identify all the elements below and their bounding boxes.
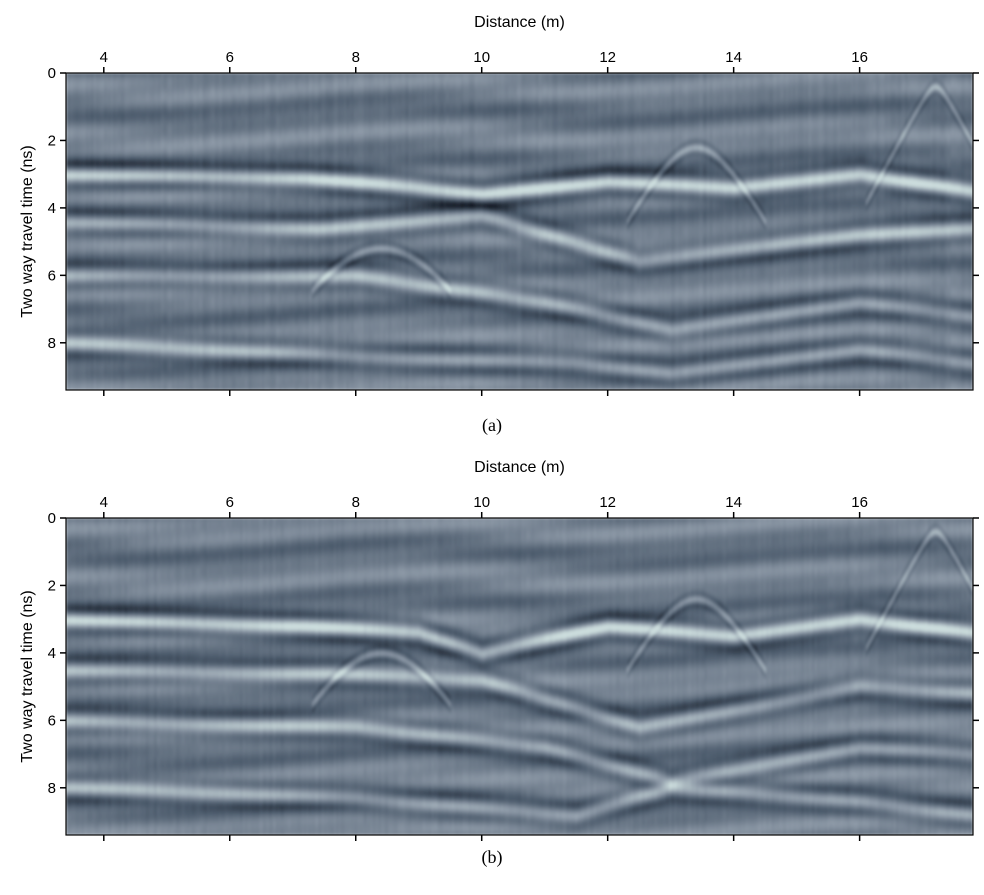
x-tick-label: 14 [725,49,742,66]
x-tick-label: 4 [100,494,108,511]
y-tick-label: 2 [48,577,56,594]
y-tick-label: 6 [48,712,56,729]
gpr-panel-a: 4 6 8 10 12 14 16 0 2 4 6 8 Distance (m) Two way trav… [0,0,984,445]
y-tick-label: 4 [48,645,56,662]
x-tick-label: 10 [473,494,490,511]
x-tick-label: 6 [226,494,234,511]
x-tick-label: 6 [226,49,234,66]
panel-label-a-text: (a) [482,415,502,435]
y-axis-title: Two way travel time (ns) [19,145,36,317]
x-tick-label: 8 [352,49,360,66]
radargram-a-svg: 4 6 8 10 12 14 16 0 2 4 6 8 Distance (m) Two way trav… [19,14,979,396]
x-tick-label: 12 [599,49,616,66]
panel-label-b-text: (b) [481,847,503,867]
y-tick-label: 8 [48,335,56,352]
x-tick-label: 16 [851,49,868,66]
y-tick-label: 0 [48,65,56,82]
x-tick-label: 4 [100,49,108,66]
panel-label-b: (b) [0,847,984,868]
y-tick-label: 0 [48,510,56,527]
x-axis-title: Distance (m) [474,459,565,476]
x-tick-label: 8 [352,494,360,511]
plot-frame [65,72,974,391]
radargram-image [66,73,973,390]
radargram-b-svg: 4 6 8 10 12 14 16 0 2 4 6 8 Distance (m) Two way trav… [19,459,979,841]
x-tick-label: 12 [599,494,616,511]
y-tick-label: 2 [48,132,56,149]
y-tick-label: 4 [48,200,56,217]
x-axis-title: Distance (m) [474,14,565,31]
y-tick-label: 6 [48,267,56,284]
gpr-panel-b: 4 6 8 10 12 14 16 0 2 4 6 8 Distance (m) Two way trav… [0,445,984,890]
y-axis-title: Two way travel time (ns) [19,590,36,762]
panel-label-a: (a) [0,415,984,436]
x-tick-label: 10 [473,49,490,66]
radargram-image [66,518,973,835]
y-tick-label: 8 [48,780,56,797]
x-tick-label: 16 [851,494,868,511]
x-tick-label: 14 [725,494,742,511]
plot-frame [65,517,974,836]
